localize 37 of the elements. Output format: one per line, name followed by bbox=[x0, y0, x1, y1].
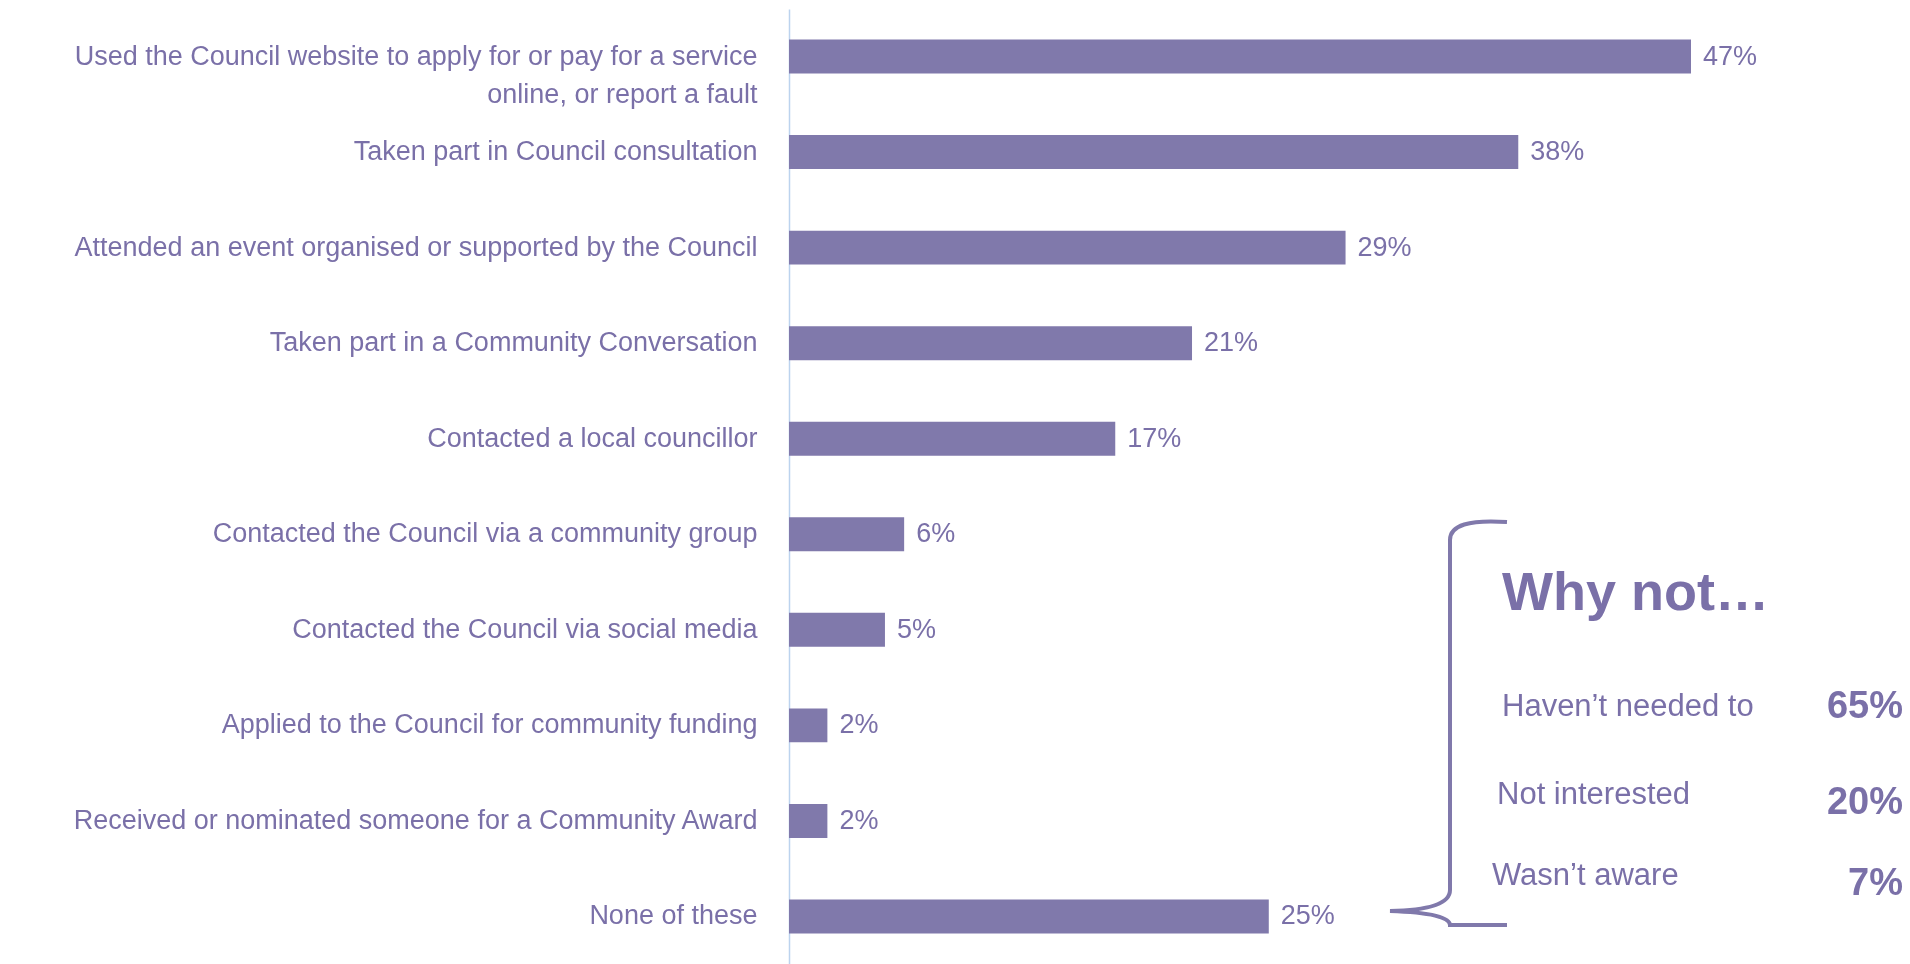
data-label: 21% bbox=[1204, 327, 1259, 358]
data-label: 6% bbox=[916, 518, 956, 549]
bar bbox=[789, 326, 1193, 361]
bar bbox=[789, 135, 1519, 170]
bar bbox=[789, 421, 1116, 456]
annotation: Not interested bbox=[1497, 776, 1690, 812]
text: 65% bbox=[1826, 684, 1903, 727]
data-label: 38% bbox=[1530, 136, 1585, 167]
y-tick-label: Contacted a local councillor bbox=[427, 422, 758, 453]
y-tick-label: Received or nominated someone for a Community Award bbox=[73, 804, 758, 835]
data-label: 2% bbox=[839, 804, 879, 835]
data-label: 2% bbox=[839, 709, 879, 740]
data-label: 17% bbox=[1127, 422, 1182, 453]
bar bbox=[789, 899, 1269, 934]
y-tick-label: Contacted the Council via social media bbox=[292, 613, 759, 644]
text: 7% bbox=[1848, 861, 1903, 904]
y-tick-label: Taken part in Council consultation bbox=[353, 136, 758, 167]
annotation: Why not… bbox=[1502, 560, 1769, 622]
y-tick-label: Contacted the Council via a community group bbox=[212, 518, 758, 549]
y-tick-label: Applied to the Council for community funding bbox=[221, 709, 758, 740]
y-tick-label: Attended an event organised or supported by the Council bbox=[74, 231, 758, 262]
data-label: 25% bbox=[1280, 900, 1335, 931]
bar bbox=[789, 708, 828, 743]
data-label: 29% bbox=[1357, 231, 1412, 262]
text: 20% bbox=[1826, 780, 1903, 823]
y-tick-label: None of these bbox=[589, 900, 758, 931]
bar bbox=[789, 612, 885, 647]
bar bbox=[789, 39, 1691, 74]
bar bbox=[789, 803, 828, 838]
bar bbox=[789, 517, 905, 552]
data-label: 5% bbox=[896, 613, 936, 644]
annotation: Wasn’t aware bbox=[1492, 857, 1679, 893]
bar bbox=[789, 230, 1346, 265]
annotation: Haven’t needed to bbox=[1502, 688, 1754, 724]
data-label: 47% bbox=[1703, 40, 1758, 71]
y-tick-label: Used the Council website to apply for or pay for a service online, or report a fault bbox=[74, 40, 758, 109]
y-tick-label: Taken part in a Community Conversation bbox=[269, 327, 758, 358]
